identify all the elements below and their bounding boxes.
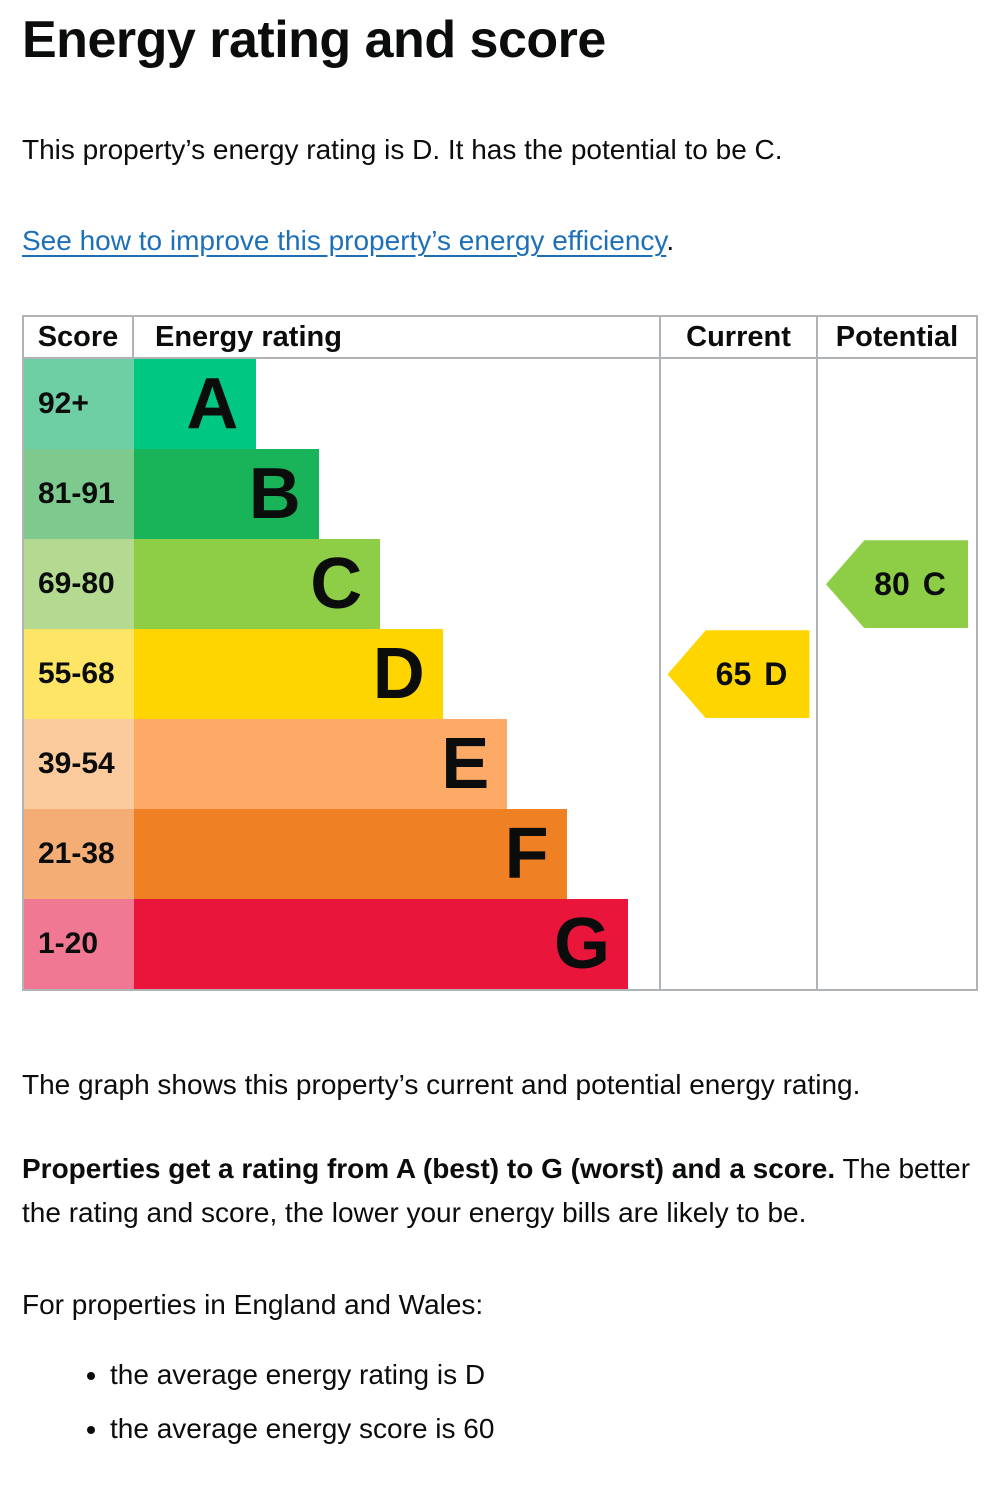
header-current: Current: [659, 317, 816, 360]
bar-cell-c: C: [134, 539, 659, 630]
current-cell-b: [659, 449, 816, 540]
band-letter-c: C: [310, 544, 363, 625]
header-potential: Potential: [816, 317, 976, 360]
potential-cell-b: [816, 449, 976, 540]
current-band: D: [764, 655, 788, 692]
band-letter-a: A: [186, 364, 239, 445]
average-stats-list: the average energy rating is D the avera…: [22, 1354, 978, 1450]
chart-caption: The graph shows this property’s current …: [22, 1069, 861, 1101]
rating-bar-c: C: [134, 539, 381, 630]
current-score: 65: [715, 655, 752, 692]
rating-explanation-bold: Properties get a rating from A (best) to…: [22, 1152, 836, 1184]
bar-cell-b: B: [134, 449, 659, 540]
header-score: Score: [24, 317, 134, 360]
band-row-b: 81-91 B: [24, 449, 976, 540]
band-letter-e: E: [441, 724, 490, 805]
score-range-b: 81-91: [24, 449, 134, 540]
rating-bar-d: D: [134, 629, 443, 720]
band-row-f: 21-38 F: [24, 809, 976, 900]
potential-rating-arrow: 80 C: [826, 540, 968, 629]
improve-efficiency-link[interactable]: See how to improve this property’s energ…: [22, 225, 667, 257]
chart-header-row: Score Energy rating Current Potential: [24, 317, 976, 360]
intro-text: This property’s energy rating is D. It h…: [22, 134, 783, 166]
potential-band: C: [922, 565, 946, 602]
header-energy-rating: Energy rating: [134, 317, 659, 360]
main-content: Energy rating and score This property’s …: [22, 11, 978, 1450]
rating-explanation-rest: The better the rating and score, the low…: [22, 1152, 971, 1229]
potential-cell-f: [816, 809, 976, 900]
score-range-g: 1-20: [24, 899, 134, 990]
bar-cell-f: F: [134, 809, 659, 900]
region-heading: For properties in England and Wales:: [22, 1289, 484, 1321]
bar-cell-a: A: [134, 359, 659, 450]
band-letter-d: D: [372, 634, 425, 715]
potential-score: 80: [874, 565, 910, 602]
band-letter-f: F: [504, 814, 549, 895]
rating-explanation: Properties get a rating from A (best) to…: [22, 1147, 978, 1237]
rating-bar-e: E: [134, 719, 508, 810]
bar-cell-d: D: [134, 629, 659, 720]
score-range-d: 55-68: [24, 629, 134, 720]
potential-cell-e: [816, 719, 976, 810]
current-cell-e: [659, 719, 816, 810]
potential-cell-g: [816, 899, 976, 990]
current-cell-d: 65 D: [659, 629, 816, 720]
improve-link-line: See how to improve this property’s energ…: [22, 225, 978, 257]
current-cell-f: [659, 809, 816, 900]
epc-rating-chart: Score Energy rating Current Potential 92…: [22, 315, 978, 992]
average-rating-item: the average energy rating is D: [110, 1354, 978, 1396]
rating-bar-a: A: [134, 359, 257, 450]
average-score-item: the average energy score is 60: [110, 1408, 978, 1450]
bar-cell-g: G: [134, 899, 659, 990]
band-row-d: 55-68 D 65 D: [24, 629, 976, 720]
band-letter-g: G: [554, 904, 611, 985]
current-cell-g: [659, 899, 816, 990]
current-cell-a: [659, 359, 816, 450]
score-range-a: 92+: [24, 359, 134, 450]
rating-bar-g: G: [134, 899, 629, 990]
bar-cell-e: E: [134, 719, 659, 810]
potential-cell-d: [816, 629, 976, 720]
current-rating-arrow: 65 D: [667, 630, 810, 719]
page-title: Energy rating and score: [22, 11, 606, 69]
potential-cell-a: [816, 359, 976, 450]
current-cell-c: [659, 539, 816, 630]
band-row-c: 69-80 C 80 C: [24, 539, 976, 630]
score-range-e: 39-54: [24, 719, 134, 810]
potential-cell-c: 80 C: [816, 539, 976, 630]
rating-bar-b: B: [134, 449, 319, 540]
score-range-f: 21-38: [24, 809, 134, 900]
score-range-c: 69-80: [24, 539, 134, 630]
band-row-e: 39-54 E: [24, 719, 976, 810]
band-letter-b: B: [248, 454, 301, 535]
link-period: .: [666, 225, 675, 257]
rating-bar-f: F: [134, 809, 567, 900]
band-row-g: 1-20 G: [24, 899, 976, 990]
band-row-a: 92+ A: [24, 359, 976, 450]
